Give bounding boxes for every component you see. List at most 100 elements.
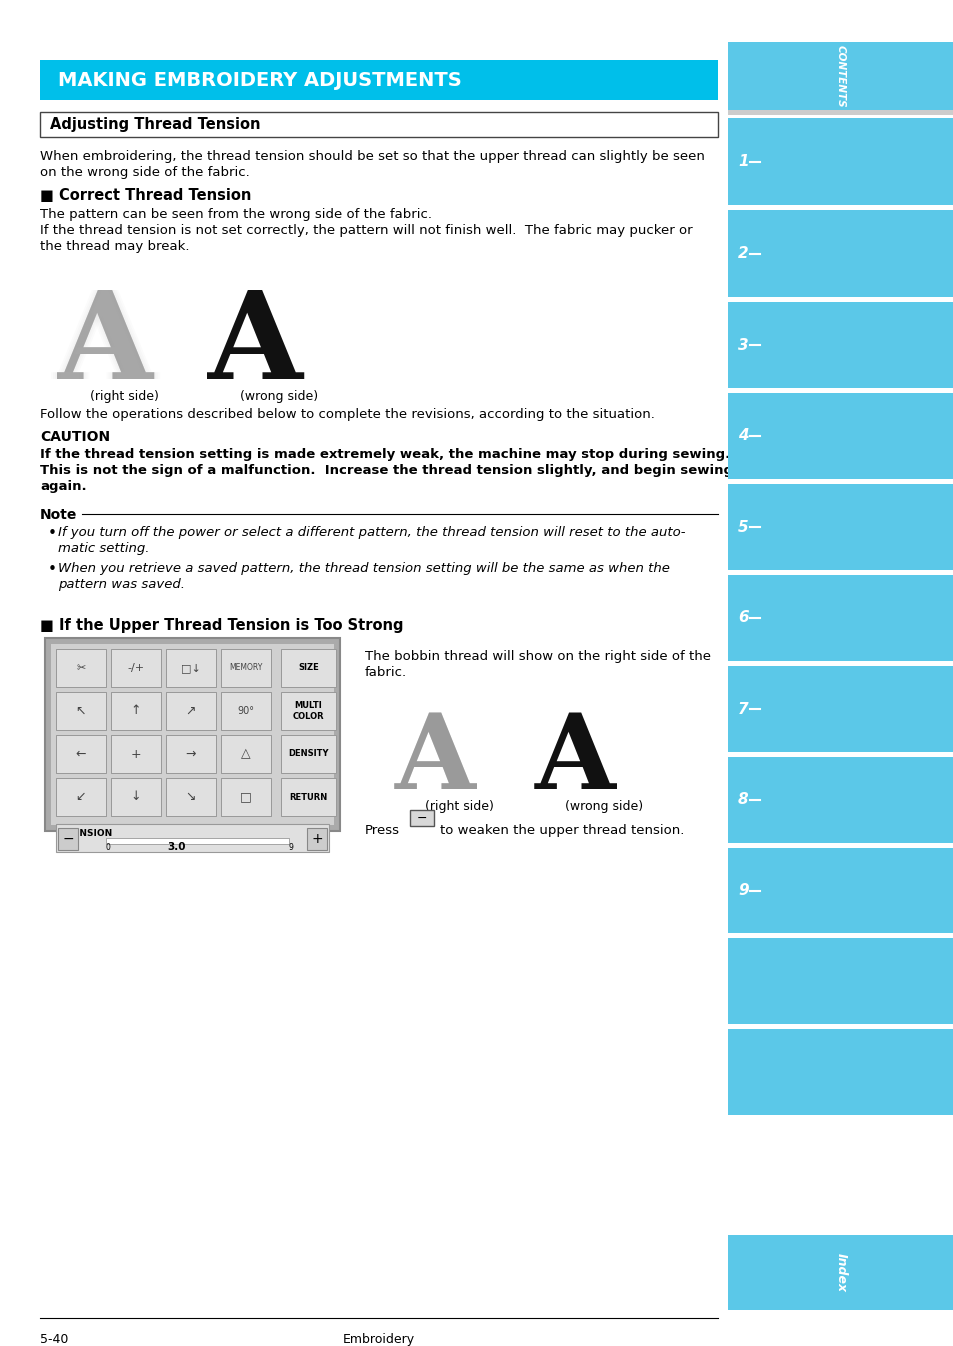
Bar	[727, 666, 953, 752]
Text: A: A	[51, 285, 146, 404]
Text: ←: ←	[75, 747, 86, 760]
Text: MAKING EMBROIDERY ADJUSTMENTS: MAKING EMBROIDERY ADJUSTMENTS	[58, 70, 461, 89]
Bar	[56, 824, 329, 852]
Text: pattern was saved.: pattern was saved.	[58, 577, 185, 591]
Text: ↙: ↙	[75, 790, 86, 804]
Bar	[727, 110, 953, 114]
Text: DENSITY: DENSITY	[288, 750, 329, 759]
Text: If you turn off the power or select a different pattern, the thread tension will: If you turn off the power or select a di…	[58, 526, 685, 538]
Text: ↑: ↑	[131, 704, 141, 717]
Bar	[281, 735, 335, 773]
Bar	[51, 643, 334, 825]
Text: CONTENTS: CONTENTS	[835, 44, 845, 108]
Text: Note: Note	[40, 507, 77, 522]
Text: Follow the operations described below to complete the revisions, according to th: Follow the operations described below to…	[40, 408, 654, 421]
Bar	[56, 778, 106, 816]
Text: on the wrong side of the fabric.: on the wrong side of the fabric.	[40, 166, 250, 179]
Text: If the thread tension setting is made extremely weak, the machine may stop durin: If the thread tension setting is made ex…	[40, 448, 729, 460]
Text: △: △	[241, 747, 251, 760]
Text: When you retrieve a saved pattern, the thread tension setting will be the same a: When you retrieve a saved pattern, the t…	[58, 563, 669, 575]
Text: The pattern can be seen from the wrong side of the fabric.: The pattern can be seen from the wrong s…	[40, 209, 432, 221]
Text: ↗: ↗	[186, 704, 196, 717]
Text: A: A	[62, 285, 156, 404]
Text: (right side): (right side)	[424, 800, 494, 813]
Text: The bobbin thread will show on the right side of the: The bobbin thread will show on the right…	[365, 650, 710, 664]
Text: SIZE: SIZE	[297, 664, 318, 673]
Bar	[307, 828, 327, 851]
Text: −: −	[416, 812, 427, 825]
Bar	[111, 778, 161, 816]
Text: ✂: ✂	[76, 664, 86, 673]
Text: □: □	[240, 790, 252, 804]
Bar	[727, 118, 953, 205]
Text: A: A	[55, 285, 151, 404]
Bar	[58, 828, 78, 851]
Text: MULTI
COLOR: MULTI COLOR	[293, 701, 324, 720]
Bar	[166, 649, 215, 686]
Text: Adjusting Thread Tension: Adjusting Thread Tension	[50, 117, 260, 132]
Text: A: A	[395, 709, 475, 812]
Text: +: +	[311, 832, 322, 847]
Text: 0: 0	[106, 843, 111, 852]
Text: −: −	[62, 832, 73, 847]
Text: 5: 5	[738, 520, 748, 534]
Text: A: A	[534, 709, 615, 812]
Text: A: A	[59, 285, 154, 404]
Bar	[111, 692, 161, 730]
Bar	[727, 485, 953, 569]
Bar	[106, 839, 289, 844]
Bar	[727, 575, 953, 661]
Bar	[727, 756, 953, 843]
Text: 1: 1	[738, 153, 748, 170]
Bar	[111, 649, 161, 686]
Bar	[727, 42, 953, 110]
Text: matic setting.: matic setting.	[58, 542, 150, 555]
Bar	[56, 735, 106, 773]
Bar	[281, 692, 335, 730]
Bar	[221, 649, 271, 686]
Text: A: A	[53, 285, 149, 404]
Text: 3: 3	[738, 338, 748, 353]
Bar	[40, 61, 718, 100]
Bar	[56, 649, 106, 686]
Text: When embroidering, the thread tension should be set so that the upper thread can: When embroidering, the thread tension sh…	[40, 149, 704, 163]
Text: 7: 7	[738, 701, 748, 716]
Bar	[727, 1028, 953, 1114]
Text: Embroidery: Embroidery	[342, 1333, 415, 1346]
Text: A: A	[57, 285, 152, 404]
Text: 6: 6	[738, 611, 748, 626]
Text: +: +	[131, 747, 141, 760]
Bar	[221, 692, 271, 730]
Text: to weaken the upper thread tension.: to weaken the upper thread tension.	[439, 824, 683, 837]
Bar	[727, 938, 953, 1024]
Bar	[727, 302, 953, 388]
Text: •: •	[48, 563, 57, 577]
Text: ↖: ↖	[75, 704, 86, 717]
Bar	[221, 778, 271, 816]
Bar	[727, 848, 953, 933]
Bar	[727, 938, 953, 1024]
Text: 3.0: 3.0	[168, 843, 186, 852]
Bar	[56, 692, 106, 730]
Text: A: A	[57, 285, 152, 404]
Text: again.: again.	[40, 481, 87, 493]
Text: (wrong side): (wrong side)	[564, 800, 642, 813]
Bar	[727, 210, 953, 297]
Text: (wrong side): (wrong side)	[240, 390, 317, 402]
Text: 90°: 90°	[237, 707, 254, 716]
Bar	[221, 735, 271, 773]
Bar	[45, 638, 339, 830]
Text: 8: 8	[738, 793, 748, 808]
Text: (right side): (right side)	[90, 390, 159, 402]
Text: 4: 4	[738, 428, 748, 443]
Bar	[281, 649, 335, 686]
Text: This is not the sign of a malfunction.  Increase the thread tension slightly, an: This is not the sign of a malfunction. I…	[40, 464, 732, 476]
Text: fabric.: fabric.	[365, 666, 407, 678]
Bar	[166, 735, 215, 773]
Text: the thread may break.: the thread may break.	[40, 240, 190, 253]
Text: ↓: ↓	[131, 790, 141, 804]
Bar	[40, 112, 718, 137]
Text: ■ Correct Thread Tension: ■ Correct Thread Tension	[40, 188, 251, 203]
Text: TENSION: TENSION	[69, 829, 113, 839]
Text: A: A	[395, 709, 475, 812]
